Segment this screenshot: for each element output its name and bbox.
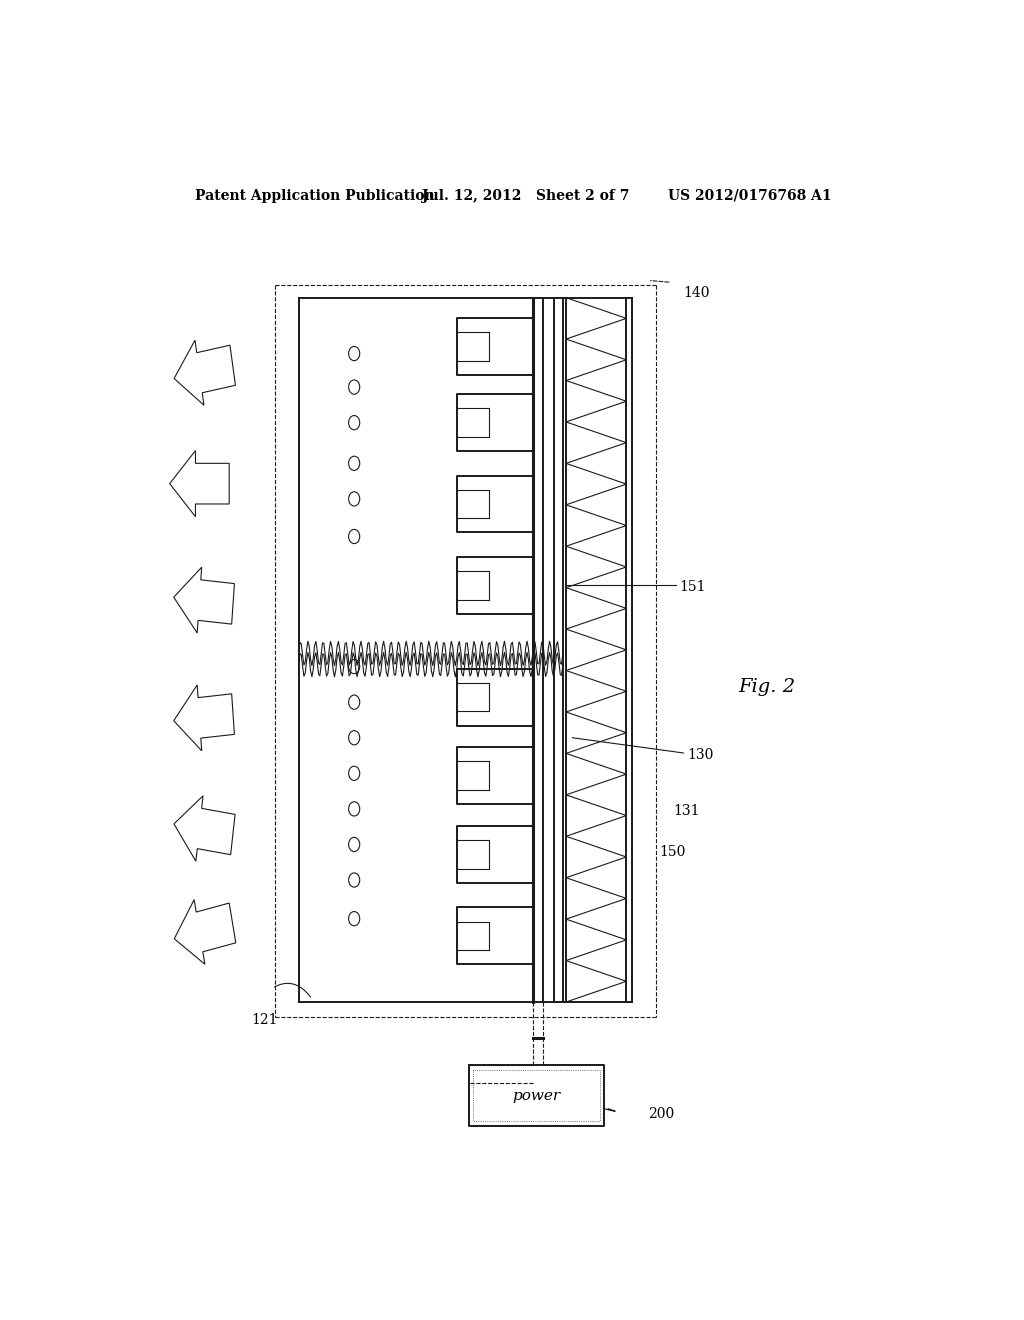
Text: 150: 150: [659, 845, 686, 858]
Text: 131: 131: [673, 804, 699, 818]
Text: US 2012/0176768 A1: US 2012/0176768 A1: [668, 189, 831, 203]
Text: 200: 200: [648, 1106, 674, 1121]
Text: Fig. 2: Fig. 2: [738, 678, 796, 696]
Text: 151: 151: [680, 581, 707, 594]
Text: 130: 130: [687, 748, 714, 762]
Text: power: power: [513, 1089, 561, 1102]
Text: 121: 121: [251, 1014, 278, 1027]
Text: 140: 140: [684, 285, 710, 300]
Text: Patent Application Publication: Patent Application Publication: [196, 189, 435, 203]
Text: Jul. 12, 2012   Sheet 2 of 7: Jul. 12, 2012 Sheet 2 of 7: [422, 189, 629, 203]
